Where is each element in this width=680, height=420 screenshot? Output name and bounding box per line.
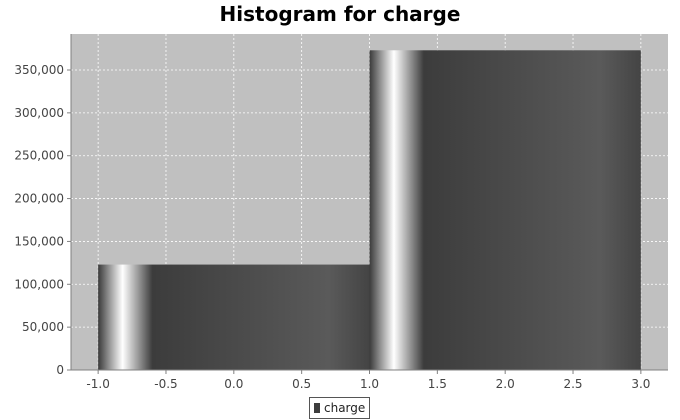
x-tick-label: 2.5 (563, 377, 582, 391)
y-tick-label: 0 (56, 363, 64, 377)
x-tick-label: 1.5 (428, 377, 447, 391)
x-tick-label: 0.0 (224, 377, 243, 391)
y-tick-label: 250,000 (14, 149, 64, 163)
y-tick-label: 300,000 (14, 106, 64, 120)
y-tick-label: 200,000 (14, 192, 64, 206)
chart-title: Histogram for charge (219, 2, 461, 26)
legend: charge (309, 397, 371, 419)
y-tick-label: 50,000 (22, 320, 64, 334)
x-tick-label: 3.0 (631, 377, 650, 391)
x-tick-label: 0.5 (292, 377, 311, 391)
legend-swatch (314, 403, 320, 413)
x-tick-label: 1.0 (360, 377, 379, 391)
legend-label: charge (324, 401, 366, 415)
y-tick-label: 350,000 (14, 63, 64, 77)
x-tick-label: 2.0 (496, 377, 515, 391)
x-tick-label: -1.0 (86, 377, 109, 391)
histogram-bar (369, 50, 641, 371)
y-tick-label: 100,000 (14, 277, 64, 291)
y-tick-label: 150,000 (14, 234, 64, 248)
x-tick-label: -0.5 (154, 377, 177, 391)
histogram-bar (98, 264, 370, 370)
